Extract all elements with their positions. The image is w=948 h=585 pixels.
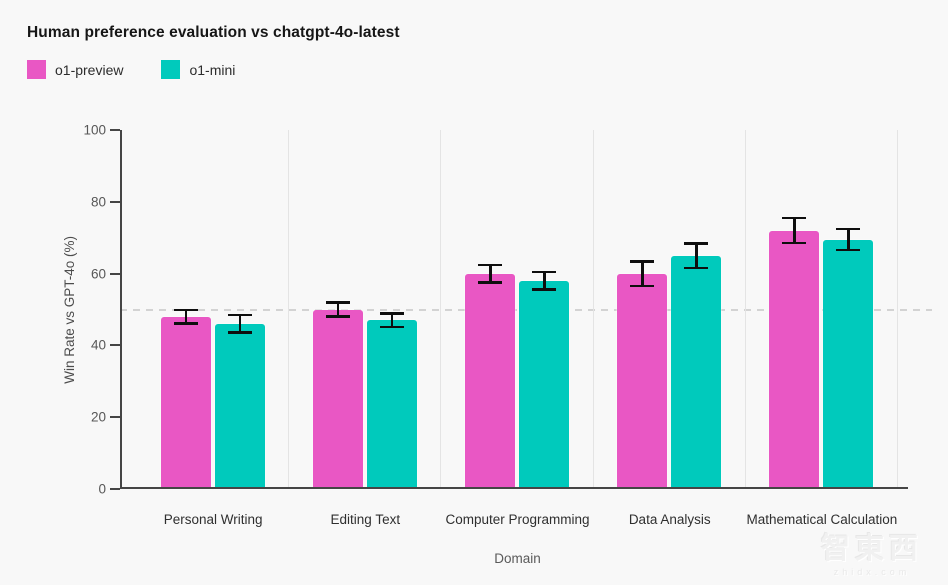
x-axis-line: [120, 487, 908, 489]
y-tick-mark: [110, 344, 120, 347]
error-bar: [227, 313, 252, 334]
bar-o1-preview: [160, 316, 211, 489]
watermark-domain-text: zhidx.com: [833, 567, 911, 577]
bar-wrap: [617, 130, 668, 489]
bar-wrap: [160, 130, 211, 489]
x-category-label: Editing Text: [330, 512, 401, 527]
error-bar-line: [543, 271, 546, 290]
legend-item-o1-preview: o1-preview: [27, 60, 123, 79]
error-bar: [478, 263, 502, 284]
error-bar: [173, 308, 198, 325]
bar-o1-preview: [769, 230, 820, 489]
bar-o1-mini: [823, 239, 874, 489]
error-bar-line: [238, 314, 242, 333]
y-tick-mark: [110, 416, 120, 419]
x-category-labels: Personal Writing Editing Text Computer Pro…: [137, 512, 898, 527]
y-axis-title-text: Win Rate vs GPT-4o (%): [61, 235, 77, 384]
bar-wrap: [465, 130, 515, 489]
error-bar-line: [695, 243, 698, 269]
bar-group-mathematical-calculation: [746, 130, 899, 489]
error-bar-line: [641, 261, 644, 287]
watermark: 智東西 zhidx.com: [802, 533, 942, 578]
y-axis-line: [120, 130, 122, 489]
error-bar-line: [793, 217, 796, 244]
legend-swatch-icon: [27, 60, 46, 79]
bar-group-editing-text: [289, 130, 442, 489]
error-bar: [684, 242, 709, 270]
y-tick-label: 100: [83, 122, 106, 138]
bar-wrap: [214, 130, 265, 489]
y-tick-mark: [110, 200, 120, 203]
bar-group-computer-programming: [441, 130, 594, 489]
bar-wrap: [823, 130, 874, 489]
error-bar-line: [336, 302, 340, 317]
bar-group-data-analysis: [594, 130, 746, 489]
x-category-label: Computer Programming: [445, 512, 590, 527]
bar-wrap: [671, 130, 722, 489]
bar-groups: [120, 130, 932, 489]
y-tick-label: 60: [90, 266, 106, 282]
bar-o1-mini: [519, 280, 569, 489]
bar-o1-mini: [366, 320, 417, 489]
error-bar-line: [489, 264, 492, 283]
chart-title: Human preference evaluation vs chatgpt-4…: [27, 24, 400, 41]
bar-o1-mini: [214, 323, 265, 489]
bar-wrap: [769, 130, 820, 489]
legend-label: o1-mini: [189, 61, 236, 78]
bar-wrap: [366, 130, 417, 489]
bar-o1-preview: [312, 309, 363, 489]
x-category-label: Personal Writing: [163, 512, 263, 527]
bar-o1-preview: [465, 273, 515, 489]
y-axis-title: Win Rate vs GPT-4o (%): [58, 130, 80, 489]
error-bar: [325, 301, 350, 318]
x-category-label: Data Analysis: [628, 512, 711, 527]
error-bar: [836, 227, 861, 252]
legend-label: o1-preview: [55, 61, 124, 78]
x-category-label: Mathematical Calculation: [746, 512, 898, 527]
bar-o1-preview: [617, 273, 668, 489]
y-tick-mark: [110, 272, 120, 275]
bar-group-personal-writing: [137, 130, 290, 489]
legend-item-o1-mini: o1-mini: [161, 60, 235, 79]
y-tick-label: 20: [90, 409, 106, 425]
error-bar: [782, 216, 807, 245]
watermark-logo: 智東西: [820, 533, 923, 565]
y-tick-label: 80: [90, 194, 106, 210]
y-tick-mark: [110, 488, 120, 490]
y-tick-label: 40: [90, 337, 106, 353]
bar-wrap: [519, 130, 569, 489]
legend: o1-preview o1-mini: [27, 60, 235, 79]
y-tick-label: 0: [98, 481, 106, 497]
error-bar: [630, 260, 655, 288]
plot-area: 0 20 40 60 80 100: [83, 123, 932, 497]
error-bar-line: [847, 228, 850, 251]
error-bar-line: [390, 313, 394, 328]
bar-o1-mini: [671, 255, 722, 489]
error-bar: [532, 270, 556, 291]
y-tick-mark: [110, 129, 120, 131]
legend-swatch-icon: [161, 60, 181, 79]
x-axis-title: Domain: [494, 551, 541, 566]
bar-wrap: [312, 130, 363, 489]
error-bar-line: [184, 309, 188, 324]
error-bar: [379, 312, 404, 329]
